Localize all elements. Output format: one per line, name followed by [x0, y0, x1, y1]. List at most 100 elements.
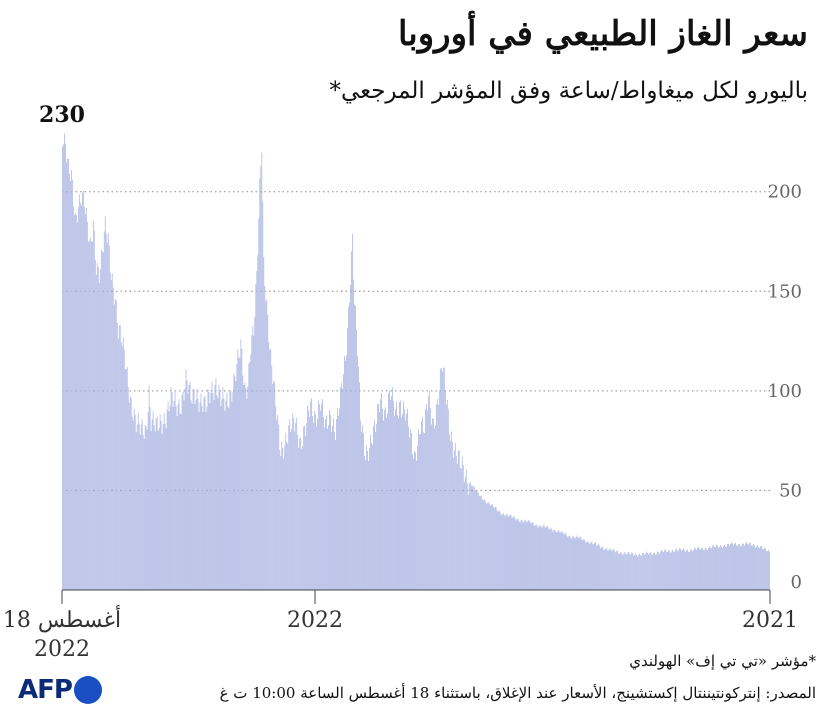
bar — [406, 413, 407, 590]
bar — [413, 458, 414, 590]
bar — [342, 388, 343, 590]
bar — [420, 420, 422, 590]
bar — [627, 552, 629, 590]
bar — [519, 522, 521, 590]
bar — [331, 431, 332, 590]
bar — [410, 429, 411, 590]
x-tick-label: 2022 — [287, 608, 343, 633]
bar — [506, 513, 508, 590]
bar — [741, 545, 742, 590]
bar — [468, 483, 470, 590]
bar — [340, 387, 341, 590]
bar — [283, 458, 285, 590]
bar — [646, 551, 648, 590]
bar — [543, 525, 545, 590]
bar — [202, 411, 204, 590]
bar — [602, 546, 604, 590]
bar — [705, 547, 706, 590]
bar — [650, 551, 652, 590]
bar — [671, 551, 673, 590]
bar — [245, 387, 247, 590]
bar — [722, 548, 723, 590]
bar — [207, 389, 209, 590]
bar — [636, 555, 638, 590]
bar — [427, 396, 429, 590]
bar — [516, 519, 518, 590]
chart-subtitle: باليورو لكل ميغاواط/ساعة وفق المؤشر المر… — [329, 78, 808, 104]
bar — [417, 446, 418, 590]
bar — [64, 143, 66, 591]
bar — [539, 525, 541, 590]
bar — [603, 549, 605, 590]
bar — [730, 544, 731, 590]
bar — [214, 384, 216, 590]
bar — [269, 349, 271, 590]
bar — [62, 146, 63, 590]
bar — [308, 410, 310, 590]
bar — [684, 550, 685, 590]
bar — [258, 218, 260, 591]
bar — [693, 550, 694, 590]
bar — [531, 522, 533, 590]
bar — [769, 552, 770, 590]
bar — [578, 538, 580, 590]
bar — [533, 525, 535, 590]
bar — [369, 447, 370, 590]
y-tick-label: 150 — [768, 281, 802, 302]
bar — [68, 174, 70, 590]
bar — [604, 550, 606, 590]
bar — [596, 545, 598, 590]
bar — [346, 355, 347, 590]
bar — [456, 463, 458, 590]
bar — [327, 428, 328, 590]
bar — [593, 544, 595, 590]
bar — [162, 424, 164, 590]
bar — [178, 398, 180, 590]
bar — [696, 549, 697, 590]
bar — [709, 546, 710, 590]
bar — [727, 543, 728, 590]
bar — [226, 393, 228, 590]
bar — [537, 527, 539, 590]
bar — [504, 516, 506, 590]
bar — [626, 554, 628, 590]
bar — [618, 553, 620, 590]
bar — [393, 400, 394, 590]
bar — [691, 549, 692, 590]
bar — [403, 401, 404, 590]
bar — [480, 495, 482, 590]
bar — [361, 432, 362, 590]
bar — [734, 543, 735, 590]
bar — [746, 542, 747, 590]
bar — [663, 552, 665, 590]
bar — [315, 414, 317, 590]
bar — [394, 416, 395, 590]
bar — [204, 395, 206, 590]
bar — [328, 425, 329, 590]
bar — [77, 207, 79, 591]
bar — [524, 519, 526, 590]
bar — [608, 550, 610, 590]
bar — [682, 549, 683, 590]
bar — [470, 485, 472, 590]
bar — [200, 393, 202, 590]
bar — [261, 152, 263, 590]
bar — [720, 545, 721, 590]
bar — [140, 424, 142, 590]
bar — [366, 445, 367, 590]
bar — [680, 548, 681, 590]
bar — [408, 426, 409, 590]
bar — [398, 417, 399, 590]
bar — [584, 540, 586, 590]
bar — [321, 403, 323, 590]
bar — [484, 500, 486, 590]
bar — [98, 283, 100, 590]
bar — [404, 409, 405, 590]
bar — [183, 400, 185, 590]
bar — [536, 525, 538, 590]
bar — [267, 314, 269, 590]
bar — [286, 441, 288, 590]
bar — [232, 392, 234, 590]
bar — [750, 542, 751, 590]
bar — [631, 552, 633, 590]
